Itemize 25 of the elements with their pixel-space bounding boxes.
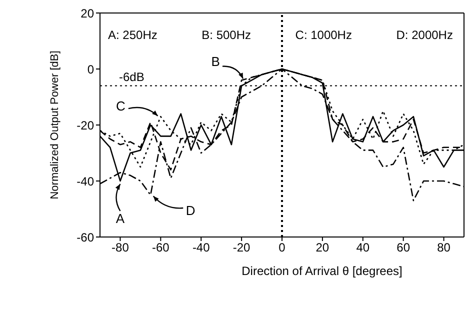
x-tick-label: 20 (316, 240, 330, 255)
x-axis-title: Direction of Arrival θ [degrees] (242, 264, 402, 278)
annotation: B (211, 54, 220, 70)
ref-line-label: -6dB (119, 70, 144, 84)
annotation: B: 500Hz (202, 28, 251, 42)
x-tick-label: 0 (278, 240, 286, 255)
y-tick-label: -60 (76, 230, 94, 244)
x-tick-label: -60 (152, 240, 170, 255)
annotation: C (116, 98, 126, 114)
x-tick-label: -80 (112, 240, 130, 255)
annotation: A: 250Hz (108, 28, 158, 42)
y-axis-title: Normalized Output Power [dB] (48, 50, 61, 200)
y-tick-label: -40 (76, 174, 94, 188)
annotation: D (186, 203, 196, 218)
y-tick-label: 0 (87, 62, 94, 76)
annotation: D: 2000Hz (396, 28, 453, 42)
x-tick-label: 80 (437, 240, 451, 255)
y-tick-label: 20 (80, 6, 94, 20)
x-tick-label: 60 (396, 240, 410, 255)
x-tick-label: 40 (356, 240, 370, 255)
annotation: A (116, 211, 125, 226)
annotation: C: 1000Hz (295, 28, 352, 42)
x-tick-label: -40 (192, 240, 210, 255)
x-tick-label: -20 (232, 240, 251, 255)
y-tick-label: -20 (76, 118, 94, 132)
